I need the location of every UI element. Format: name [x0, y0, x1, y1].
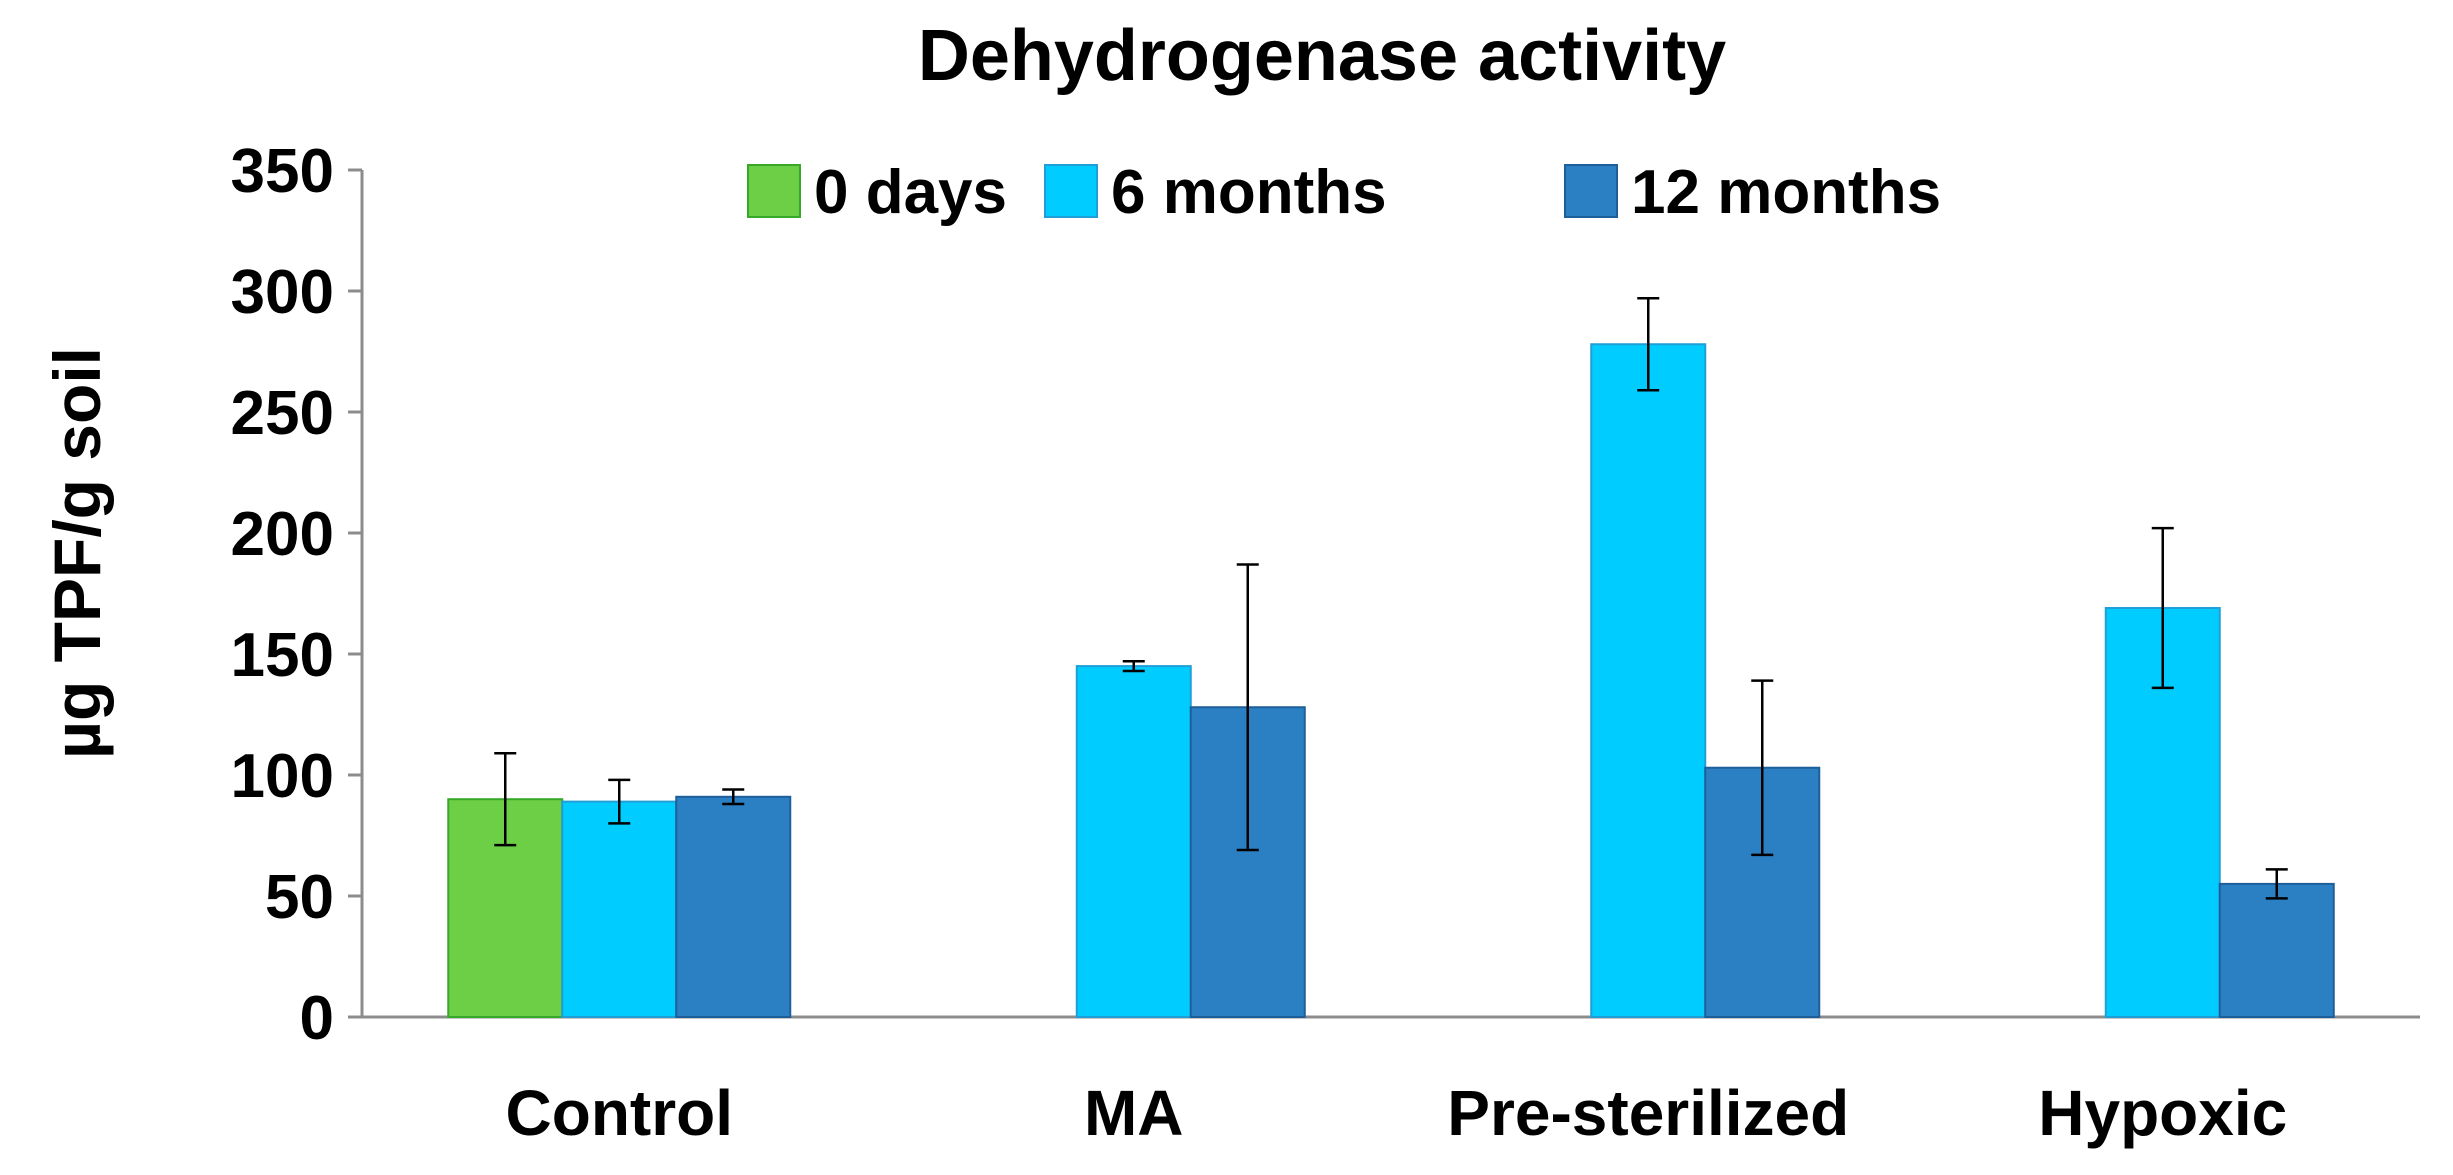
chart-title: Dehydrogenase activity	[918, 16, 1726, 96]
x-tick-label: MA	[1084, 1077, 1184, 1149]
y-tick-label: 200	[231, 500, 334, 569]
bar	[1075, 665, 1192, 1018]
y-tick-label: 100	[231, 742, 334, 811]
legend-swatch	[747, 164, 801, 218]
bar	[1590, 343, 1707, 1018]
y-tick-label: 0	[300, 984, 334, 1053]
y-tick-label: 50	[265, 863, 334, 932]
y-axis-label: µg TPF/g soil	[40, 347, 114, 759]
error-bars	[494, 297, 2288, 900]
legend-label: 6 months	[1111, 158, 1387, 227]
bars	[447, 343, 2335, 1019]
bar	[675, 795, 792, 1019]
legend-label: 12 months	[1631, 158, 1941, 227]
y-tick-label: 150	[231, 621, 334, 690]
y-axis-label-group: µg TPF/g soil	[40, 347, 114, 759]
y-tick-label: 250	[231, 379, 334, 448]
x-tick-labels: Control MA Pre-sterilized Hypoxic	[506, 1077, 2288, 1149]
x-tick-label: Pre-sterilized	[1447, 1077, 1849, 1149]
y-tick-label: 350	[231, 137, 334, 206]
legend-label: 0 days	[814, 158, 1007, 227]
legend-swatch	[1044, 164, 1098, 218]
x-tick-label: Control	[506, 1077, 734, 1149]
bar	[561, 800, 678, 1018]
legend-swatch	[1564, 164, 1618, 218]
legend: 0 days 6 months 12 months	[747, 158, 1941, 227]
axes: 0 50 100 150 200 250 300 350	[231, 137, 2420, 1053]
x-tick-label: Hypoxic	[2038, 1077, 2287, 1149]
bar	[2218, 882, 2335, 1019]
y-tick-label: 300	[231, 258, 334, 327]
